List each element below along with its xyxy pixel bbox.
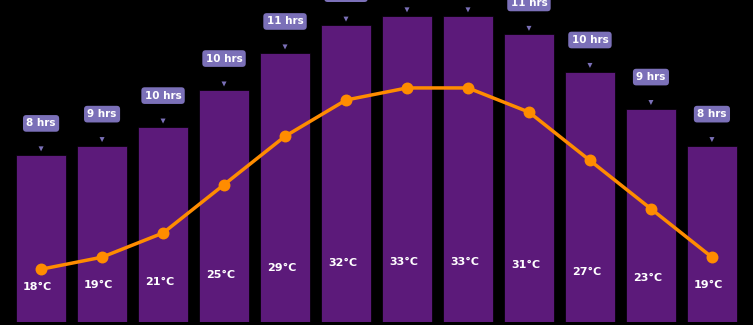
- Text: 11 hrs: 11 hrs: [511, 0, 547, 31]
- Text: 8 hrs: 8 hrs: [26, 118, 56, 151]
- Text: 13 hrs: 13 hrs: [328, 0, 364, 22]
- Text: 23°C: 23°C: [633, 273, 662, 283]
- Text: 10 hrs: 10 hrs: [145, 91, 181, 124]
- Bar: [382, 16, 432, 322]
- Text: 10 hrs: 10 hrs: [206, 54, 242, 86]
- Point: [218, 182, 230, 187]
- Text: 12 hrs: 12 hrs: [450, 0, 486, 12]
- Bar: [138, 127, 188, 322]
- Point: [401, 85, 413, 91]
- Text: 18°C: 18°C: [23, 282, 53, 292]
- Bar: [260, 53, 310, 322]
- Bar: [321, 25, 371, 322]
- Bar: [626, 109, 676, 322]
- Point: [645, 206, 657, 212]
- Point: [35, 266, 47, 272]
- Text: 8 hrs: 8 hrs: [697, 109, 727, 142]
- Text: 9 hrs: 9 hrs: [636, 72, 666, 105]
- Point: [279, 134, 291, 139]
- Bar: [565, 72, 615, 322]
- Text: 19°C: 19°C: [694, 280, 724, 290]
- Text: 10 hrs: 10 hrs: [572, 35, 608, 68]
- Bar: [16, 155, 66, 322]
- Text: 33°C: 33°C: [450, 257, 479, 267]
- Text: 27°C: 27°C: [572, 267, 601, 277]
- Point: [523, 110, 535, 115]
- Text: 32°C: 32°C: [328, 258, 357, 268]
- Text: 13 hrs: 13 hrs: [389, 0, 425, 12]
- Text: 9 hrs: 9 hrs: [87, 109, 117, 142]
- Bar: [77, 146, 127, 322]
- Text: 21°C: 21°C: [145, 277, 175, 287]
- Point: [462, 85, 474, 91]
- Text: 19°C: 19°C: [84, 280, 114, 290]
- Point: [96, 254, 108, 260]
- Bar: [443, 16, 493, 322]
- Text: 31°C: 31°C: [511, 260, 540, 270]
- Bar: [687, 146, 737, 322]
- Point: [584, 158, 596, 163]
- Point: [340, 98, 352, 103]
- Text: 29°C: 29°C: [267, 263, 297, 273]
- Text: 25°C: 25°C: [206, 270, 235, 280]
- Bar: [199, 90, 249, 322]
- Text: 11 hrs: 11 hrs: [267, 17, 303, 49]
- Point: [706, 254, 718, 260]
- Point: [157, 230, 169, 236]
- Text: 33°C: 33°C: [389, 257, 418, 267]
- Bar: [504, 34, 554, 322]
